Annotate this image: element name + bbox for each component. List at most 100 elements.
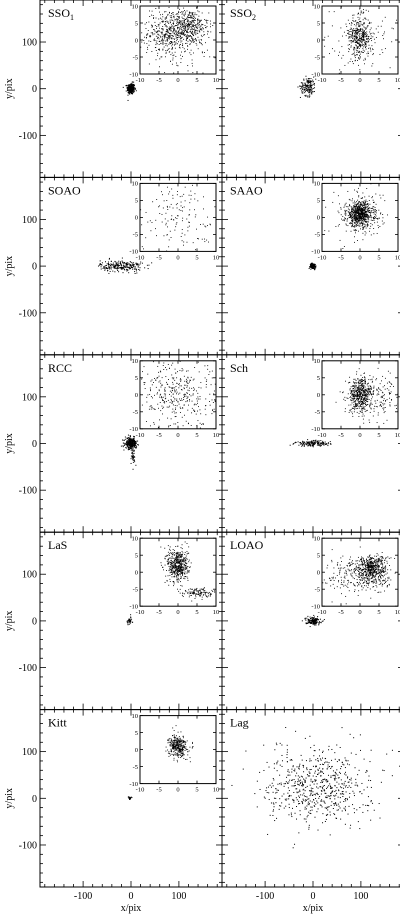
inset-data-point	[179, 196, 181, 198]
inset-data-point	[188, 194, 190, 196]
data-point	[124, 266, 126, 268]
data-point	[125, 85, 127, 87]
inset-data-point	[355, 389, 357, 391]
inset-data-point	[182, 55, 183, 57]
inset-data-point	[362, 208, 364, 210]
inset-data-point	[347, 32, 348, 34]
data-point	[310, 87, 312, 89]
data-point	[299, 96, 301, 98]
data-point	[309, 92, 311, 94]
panel-title: SSO1	[48, 6, 74, 22]
data-point	[130, 85, 132, 87]
data-point	[131, 83, 133, 85]
data-point	[130, 446, 132, 448]
inset-data-point	[351, 23, 353, 24]
inset-y-tick-label: -5	[315, 409, 320, 416]
inset-data-point	[162, 38, 164, 40]
data-point	[132, 88, 134, 90]
inset-data-point	[359, 26, 361, 28]
inset-data-point	[203, 31, 205, 33]
inset-data-point	[181, 20, 183, 22]
inset-data-point	[358, 399, 360, 401]
inset-data-point	[367, 385, 369, 387]
inset-data-point	[194, 209, 195, 211]
data-point	[114, 261, 116, 263]
inset-data-point	[337, 195, 339, 197]
inset-data-point	[191, 20, 193, 22]
inset-data-point	[156, 32, 158, 34]
inset-data-point	[357, 47, 359, 49]
inset-data-point	[366, 53, 368, 55]
inset-data-point	[152, 408, 154, 410]
inset-data-point	[358, 206, 360, 207]
inset-data-point	[166, 30, 168, 31]
inset-data-point	[181, 240, 183, 242]
inset-data-point	[177, 28, 179, 30]
data-point	[124, 262, 126, 264]
inset-data-point	[183, 31, 185, 33]
inset-data-point	[373, 209, 375, 211]
data-point	[120, 263, 122, 265]
data-point	[133, 454, 135, 456]
inset-data-point	[149, 389, 151, 391]
data-point	[115, 265, 117, 267]
inset-data-point	[359, 410, 361, 412]
data-point	[120, 261, 122, 263]
data-point	[128, 263, 130, 265]
inset-data-point	[180, 41, 182, 43]
inset-data-point	[188, 35, 190, 37]
data-point	[120, 264, 122, 266]
inset-data-point	[351, 220, 353, 222]
inset-data-point	[369, 29, 371, 31]
inset-data-point	[350, 58, 352, 60]
inset-data-point	[355, 42, 357, 44]
inset-data-point	[185, 26, 187, 28]
inset-data-point	[357, 397, 359, 399]
inset-data-point	[193, 41, 195, 43]
inset-data-point	[168, 35, 170, 37]
inset-data-point	[358, 209, 360, 211]
inset-data-point	[173, 54, 175, 56]
data-point	[110, 268, 112, 270]
inset-data-point	[166, 381, 167, 383]
inset-data-point	[187, 32, 189, 34]
inset-data-point	[158, 44, 160, 45]
data-point	[108, 258, 110, 260]
inset-data-point	[159, 394, 161, 396]
inset-data-point	[182, 12, 184, 14]
data-point	[123, 439, 125, 441]
inset-data-point	[363, 380, 365, 381]
inset-data-point	[382, 214, 384, 215]
data-point	[311, 442, 313, 444]
inset-data-point	[176, 35, 178, 36]
data-point	[128, 272, 130, 274]
inset-data-point	[183, 7, 185, 9]
inset-data-point	[158, 381, 160, 383]
inset-data-point	[348, 213, 350, 215]
inset-data-point	[353, 206, 355, 208]
inset-data-point	[359, 208, 361, 209]
inset-data-point	[368, 210, 370, 212]
inset-data-point	[204, 408, 206, 410]
inset-data-point	[346, 26, 348, 28]
inset-data-point	[364, 59, 366, 61]
inset-data-point	[359, 45, 360, 46]
inset-data-point	[162, 29, 164, 31]
inset-data-point	[173, 28, 175, 30]
inset-data-point	[156, 31, 158, 32]
inset-data-point	[175, 204, 177, 206]
data-point	[133, 89, 135, 91]
inset-data-point	[170, 54, 172, 56]
inset-data-point	[361, 393, 363, 395]
inset-data-point	[363, 216, 365, 218]
data-point	[305, 90, 307, 92]
inset-data-point	[171, 15, 172, 17]
inset-data-point	[171, 48, 173, 50]
inset-data-point	[169, 28, 171, 30]
inset-data-point	[190, 40, 192, 42]
inset-data-point	[172, 362, 174, 364]
inset-data-point	[355, 40, 357, 42]
inset-data-point	[360, 401, 362, 403]
inset-data-point	[363, 217, 365, 219]
inset-data-point	[188, 225, 190, 227]
